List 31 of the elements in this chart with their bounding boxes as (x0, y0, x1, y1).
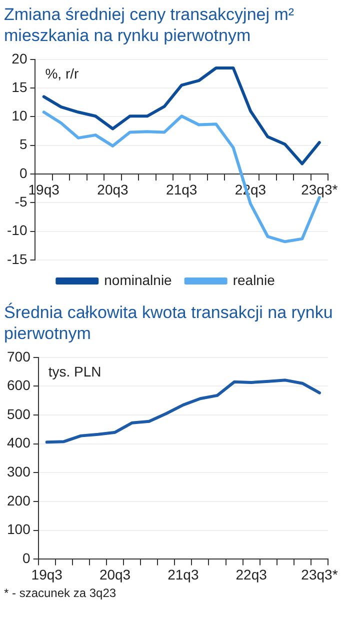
y-axis-title: tys. PLN (48, 363, 102, 380)
x-tick-label: 20q3 (99, 566, 131, 582)
y-tick-label: 500 (7, 406, 31, 422)
y-tick-label: 5 (19, 136, 28, 152)
y-tick-label: -15 (7, 250, 28, 267)
chart-title: Zmiana średniej ceny transakcyjnej m² mieszkania na rynku pierwotnym (4, 4, 296, 46)
x-tick-label: 21q3 (168, 566, 199, 582)
y-tick-label: 700 (7, 348, 31, 364)
y-tick-label: -10 (7, 222, 28, 238)
x-tick-label: 22q3 (236, 566, 268, 582)
y-axis-title: %, r/r (45, 65, 80, 82)
y-tick-label: 20 (12, 50, 28, 66)
y-tick-label: 0 (19, 164, 28, 181)
x-tick-label: 20q3 (97, 181, 129, 198)
legend-label: realnie (232, 272, 276, 288)
legend-label: nominalnie (104, 272, 172, 288)
y-tick-label: 10 (12, 108, 28, 124)
y-tick-label: 100 (7, 521, 31, 538)
x-tick-label: 23q3* (301, 181, 338, 198)
x-tick-label: 21q3 (166, 181, 198, 198)
y-tick-label: 600 (7, 377, 31, 394)
x-tick-label: 23q3* (301, 566, 338, 582)
text: * - szacunek za 3q23 (4, 586, 118, 600)
y-tick-label: 400 (7, 434, 31, 451)
y-tick-label: 300 (7, 464, 31, 480)
y-tick-label: 15 (12, 78, 28, 95)
y-tick-label: -5 (14, 194, 28, 210)
chart-title: Średnia całkowita kwota transakcji na rynku pierwotnym (4, 302, 334, 344)
y-tick-label: 0 (22, 550, 31, 566)
x-tick-label: 19q3 (31, 566, 63, 582)
y-tick-label: 200 (7, 492, 31, 508)
